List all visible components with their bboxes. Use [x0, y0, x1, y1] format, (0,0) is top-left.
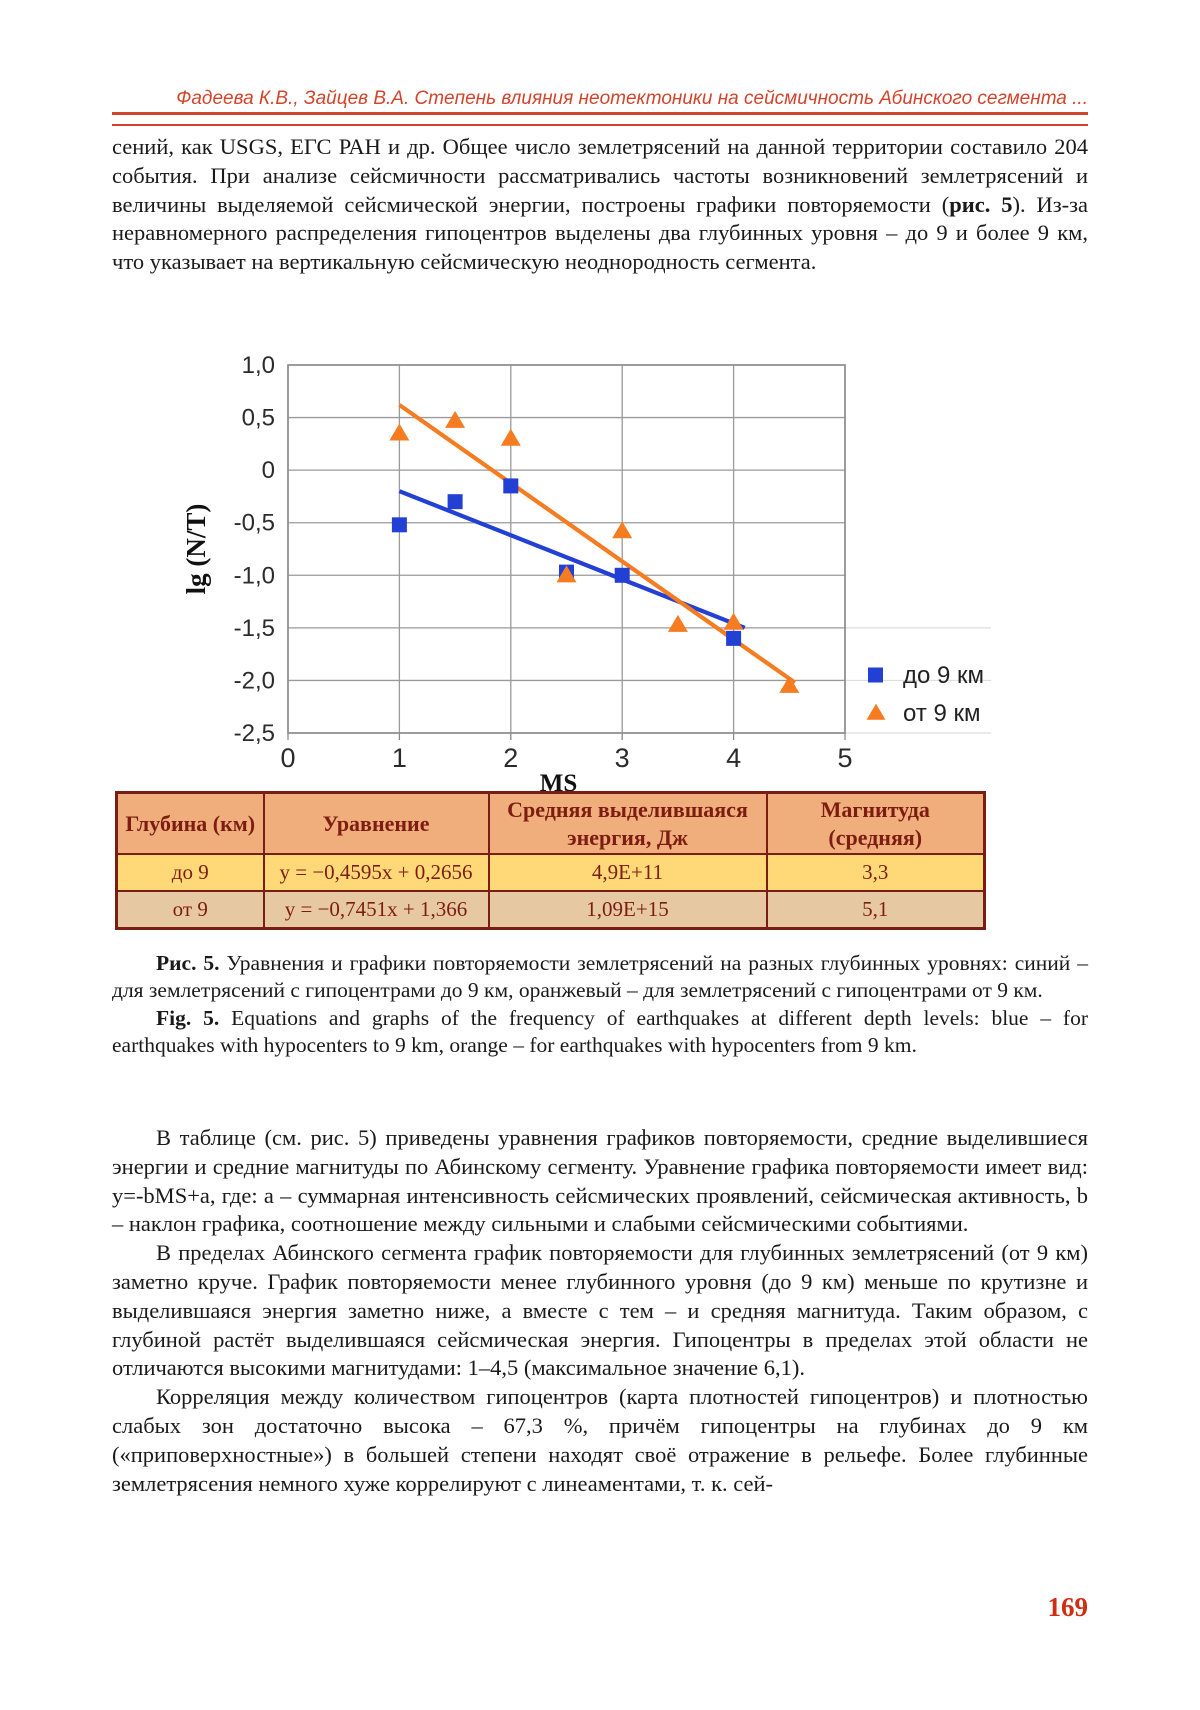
y-tick-label: 1,0: [242, 352, 275, 379]
caption-label-en: Fig. 5.: [156, 1005, 220, 1030]
x-tick-label: 0: [280, 743, 295, 773]
table-cell: 3,3: [765, 853, 986, 892]
paragraph-text: ). Из-за неравномерного распределения ги…: [112, 191, 1089, 275]
caption-text-en: Equations and graphs of the frequency of…: [112, 1005, 1088, 1058]
paragraph-table-discussion: В таблице (см. рис. 5) приведены уравнен…: [112, 1125, 1088, 1237]
y-tick-label: -2,0: [234, 667, 275, 694]
data-point-triangle: [723, 612, 744, 630]
running-head: Фадеева К.В., Зайцев В.А. Степень влияни…: [176, 88, 1088, 109]
table-header-cell: Магнитуда (средняя): [765, 791, 986, 855]
caption-russian: Рис. 5. Уравнения и графики повторяемост…: [112, 950, 1088, 1005]
legend-marker-triangle: [866, 703, 886, 720]
table-cell: y = −0,4595x + 0,2656: [262, 853, 490, 892]
trend-line: [398, 489, 746, 630]
table-header-cell: Средняя выделившаяся энергия, Дж: [487, 791, 768, 855]
plot-border: [287, 364, 846, 734]
results-table-wrapper: Глубина (км) Уравнение Средняя выделившаяс…: [115, 791, 986, 930]
table-cell: 4,9E+11: [487, 853, 768, 892]
table-header-cell: Глубина (км): [115, 791, 265, 855]
legend-label: от 9 км: [903, 700, 981, 727]
data-point-triangle: [667, 614, 688, 632]
y-tick-label: -1,0: [234, 562, 275, 589]
data-point-triangle: [779, 675, 800, 693]
x-tick-label: 1: [392, 743, 407, 773]
paragraph-text: сений, как USGS, ЕГС РАН и др. Общее чис…: [112, 134, 1088, 217]
paragraph: сений, как USGS, ЕГС РАН и др. Общее чис…: [112, 133, 1088, 277]
header-rule: [112, 112, 1088, 126]
table-cell: 1,09E+15: [487, 890, 768, 929]
table-header-row: Глубина (км) Уравнение Средняя выделившаяс…: [115, 791, 986, 855]
frequency-plot: 1,00,50-0,5-1,0-1,5-2,0-2,50 1 2 3 4 5lg (N/T…: [181, 352, 991, 797]
y-tick-label: -0,5: [234, 510, 275, 537]
caption-text-ru: Уравнения и графики повторяемости землет…: [112, 951, 1088, 1003]
y-tick-label: -2,5: [234, 720, 275, 747]
x-tick-label: 4: [726, 743, 741, 773]
discussion-text: В таблице (см. рис. 5) приведены уравнен…: [112, 1124, 1088, 1498]
table-cell: y = −0,7451x + 1,366: [262, 890, 490, 929]
x-tick-label: 5: [837, 743, 852, 773]
table-cell: 5,1: [765, 890, 986, 929]
figure-caption: Рис. 5. Уравнения и графики повторяемост…: [112, 950, 1088, 1060]
table-cell: до 9: [115, 853, 265, 892]
paragraph-depth-discussion: В пределах Абинского сегмента график пов…: [112, 1240, 1088, 1381]
data-point-triangle: [612, 521, 633, 539]
data-point-square: [726, 630, 742, 646]
figure-reference: рис. 5: [949, 191, 1013, 217]
y-tick-label: 0,5: [242, 405, 275, 432]
y-tick-label: 0: [262, 457, 275, 484]
x-tick-label: 3: [615, 743, 630, 773]
data-point-triangle: [500, 428, 521, 446]
legend-marker-square: [868, 667, 883, 683]
y-axis-title: lg (N/T): [181, 504, 211, 595]
caption-label-ru: Рис. 5.: [156, 951, 220, 975]
x-tick-label: 2: [503, 743, 518, 773]
data-point-triangle: [445, 410, 466, 428]
figure-5-chart: 1,0 0,5 0 -0,5 -1,0 -1,5 -2,0 -2,5 0 1 2 3 4 5 lg (N/T…: [165, 330, 1005, 800]
data-point-square: [447, 494, 463, 510]
legend-label: до 9 км: [903, 662, 984, 689]
table-header-cell: Уравнение: [262, 791, 490, 855]
y-tick-label: -1,5: [234, 615, 275, 642]
intro-paragraph: сений, как USGS, ЕГС РАН и др. Общее чис…: [112, 133, 1088, 277]
data-point-triangle: [556, 565, 577, 583]
data-point-triangle: [389, 423, 410, 441]
table-cell: от 9: [115, 890, 265, 929]
paragraph-correlation: Корреляция между количеством гипоцентров…: [112, 1384, 1088, 1496]
results-table: Глубина (км) Уравнение Средняя выделившаяс…: [115, 791, 986, 930]
data-point-square: [503, 478, 519, 494]
data-point-square: [614, 567, 630, 583]
caption-english: Fig. 5. Equations and graphs of the freq…: [112, 1005, 1088, 1060]
page-number: 169: [1047, 1592, 1089, 1622]
data-point-square: [391, 517, 407, 533]
